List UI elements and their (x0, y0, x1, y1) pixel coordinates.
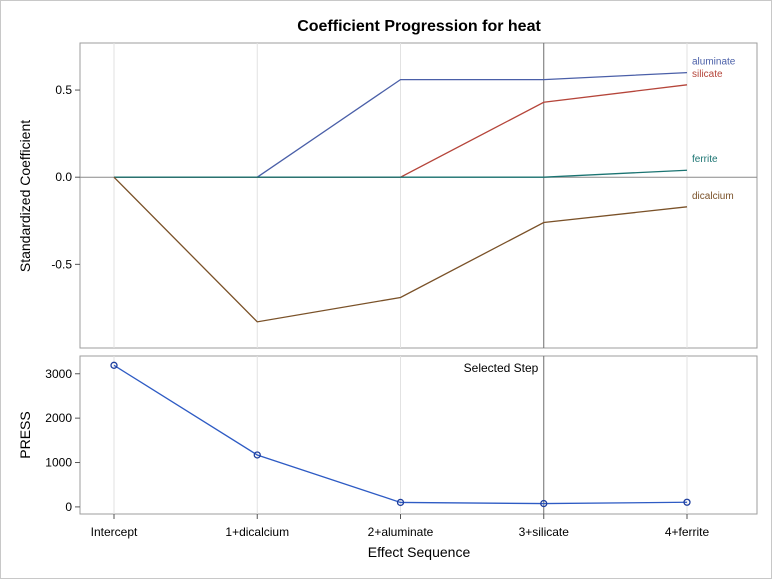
series-line-ferrite (114, 169, 688, 178)
press-series-group (110, 361, 691, 508)
coefficient-y-tick-label: -0.5 (51, 257, 72, 271)
series-label-dicalcium: dicalcium (692, 191, 734, 202)
x-axis-label: Effect Sequence (368, 544, 471, 560)
coefficient-y-tick-label: 0.0 (55, 170, 72, 184)
chart-title: Coefficient Progression for heat (297, 18, 541, 35)
press-point-0 (110, 361, 118, 369)
press-y-tick-label: 2000 (45, 411, 72, 425)
x-tick-label-4: 4+ferrite (665, 525, 710, 539)
press-point-2 (396, 498, 405, 507)
press-point-3 (540, 499, 548, 508)
series-line-dicalcium (113, 176, 688, 323)
press-panel-grid (113, 356, 688, 514)
coefficient-panel-frame (79, 42, 758, 349)
press-y-axis-label: PRESS (17, 411, 33, 458)
press-panel-frame (79, 355, 758, 515)
selected-step-label: Selected Step (464, 361, 539, 375)
press-y-ticks: 0 1000 2000 3000 (45, 367, 80, 514)
coefficient-y-tick-label: 0.5 (55, 83, 72, 97)
press-y-tick-label: 3000 (45, 367, 72, 381)
press-y-tick-label: 0 (65, 500, 72, 514)
press-line (113, 364, 688, 505)
press-point-1 (253, 451, 261, 459)
x-tick-label-0: Intercept (91, 525, 138, 539)
series-label-aluminate: aluminate (692, 57, 736, 68)
x-axis-ticks: Intercept 1+dicalcium 2+aluminate 3+silicat… (91, 514, 710, 539)
series-label-silicate: silicate (692, 69, 723, 80)
x-tick-label-2: 2+aluminate (368, 525, 434, 539)
x-tick-label-3: 3+silicate (519, 525, 570, 539)
series-label-ferrite: ferrite (692, 154, 718, 165)
press-y-tick-label: 1000 (45, 456, 72, 470)
coefficient-y-axis-label: Standardized Coefficient (17, 120, 33, 272)
coefficient-y-ticks: 0.5 0.0 -0.5 (51, 83, 80, 271)
press-point-4 (683, 498, 691, 506)
x-tick-label-1: 1+dicalcium (225, 525, 289, 539)
